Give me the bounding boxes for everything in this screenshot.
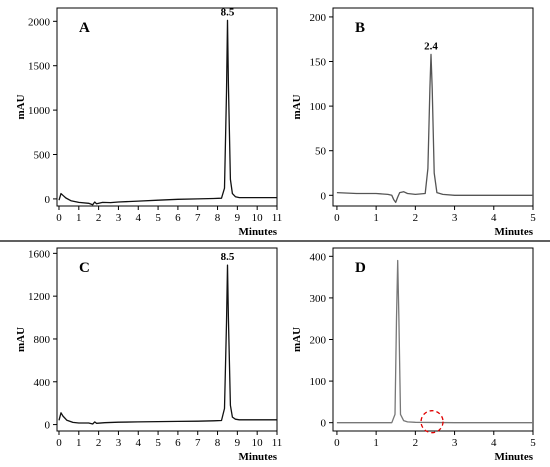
x-axis-label: Minutes	[239, 226, 278, 238]
y-tick-label: 100	[310, 376, 327, 388]
missing-peak-circle	[420, 410, 444, 434]
peak-label: 2.4	[424, 40, 438, 52]
y-tick-label: 200	[310, 12, 327, 24]
x-tick-label: 3	[116, 437, 122, 449]
x-tick-label: 7	[195, 437, 201, 449]
y-tick-label: 150	[310, 57, 327, 69]
y-tick-label: 400	[310, 251, 327, 263]
y-axis-label: mAU	[291, 327, 303, 352]
x-tick-label: 3	[116, 212, 122, 224]
y-tick-label: 1000	[28, 105, 51, 117]
y-tick-label: 50	[315, 146, 327, 158]
plot-frame	[56, 7, 278, 207]
chart-panel-a: 0 1 2 3 4 5 6 7 8 9 10 11 0 500 1000 1500 2000 Minutes mAU…	[15, 6, 282, 238]
y-tick-label: 2000	[28, 16, 51, 28]
y-tick-label: 800	[34, 334, 51, 346]
x-tick-label: 4	[136, 212, 142, 224]
panel-label: A	[79, 20, 90, 36]
x-tick-label: 1	[76, 437, 82, 449]
x-tick-label: 5	[155, 437, 161, 449]
chromatogram-trace	[336, 259, 533, 424]
x-tick-label: 5	[530, 437, 536, 449]
x-tick-label: 0	[334, 437, 340, 449]
y-tick-label: 400	[34, 377, 51, 389]
x-tick-label: 8	[215, 212, 221, 224]
x-tick-label: 5	[155, 212, 161, 224]
chart-panel-c: 0 1 2 3 4 5 6 7 8 9 10 11 0 400 800 1200 1600 Minutes mAU C…	[15, 247, 283, 463]
y-axis-label: mAU	[15, 327, 27, 352]
x-tick-label: 10	[252, 437, 264, 449]
x-tick-label: 9	[235, 212, 241, 224]
x-tick-label: 11	[272, 437, 283, 449]
y-tick-label: 500	[34, 150, 51, 162]
panel-label: B	[355, 20, 365, 36]
peak-label: 8.5	[221, 251, 235, 263]
x-tick-label: 4	[491, 212, 497, 224]
x-tick-label: 1	[373, 212, 379, 224]
x-tick-label: 0	[56, 437, 62, 449]
x-tick-label: 0	[56, 212, 62, 224]
x-tick-label: 6	[175, 437, 181, 449]
x-tick-label: 0	[334, 212, 340, 224]
y-axis-label: mAU	[15, 94, 27, 119]
x-tick-label: 3	[452, 437, 458, 449]
chromatogram-trace	[58, 264, 277, 425]
x-tick-label: 2	[96, 212, 102, 224]
x-tick-label: 10	[252, 212, 264, 224]
x-tick-label: 1	[76, 212, 82, 224]
chromatogram-trace	[336, 53, 533, 204]
y-tick-label: 0	[45, 420, 51, 432]
y-tick-label: 300	[310, 293, 327, 305]
y-tick-label: 0	[321, 190, 327, 202]
panel-label: C	[79, 260, 90, 276]
y-tick-label: 100	[310, 101, 327, 113]
plot-frame	[332, 7, 534, 207]
x-tick-label: 9	[235, 437, 241, 449]
y-tick-label: 0	[321, 418, 327, 430]
x-tick-label: 2	[413, 437, 419, 449]
y-tick-label: 1500	[28, 61, 51, 73]
y-tick-label: 1600	[28, 248, 51, 260]
x-tick-label: 4	[491, 437, 497, 449]
x-tick-label: 5	[530, 212, 536, 224]
chromatogram-trace	[58, 19, 277, 206]
x-tick-label: 11	[272, 212, 283, 224]
peak-label: 8.5	[221, 6, 235, 18]
x-tick-label: 4	[136, 437, 142, 449]
x-tick-label: 6	[175, 212, 181, 224]
y-axis-label: mAU	[291, 94, 303, 119]
x-axis-label: Minutes	[239, 451, 278, 463]
x-tick-label: 8	[215, 437, 221, 449]
y-tick-label: 1200	[28, 291, 51, 303]
x-axis-label: Minutes	[495, 226, 534, 238]
panel-label: D	[355, 260, 366, 276]
x-tick-label: 7	[195, 212, 201, 224]
y-tick-label: 200	[310, 335, 327, 347]
x-axis-label: Minutes	[495, 451, 534, 463]
x-tick-label: 3	[452, 212, 458, 224]
chart-panel-d: 0 1 2 3 4 5 0 100 200 300 400 Minutes mAU D	[291, 247, 536, 463]
x-tick-label: 1	[373, 437, 379, 449]
x-tick-label: 2	[96, 437, 102, 449]
plot-frame	[56, 247, 278, 432]
y-tick-label: 0	[45, 194, 51, 206]
x-tick-label: 2	[413, 212, 419, 224]
